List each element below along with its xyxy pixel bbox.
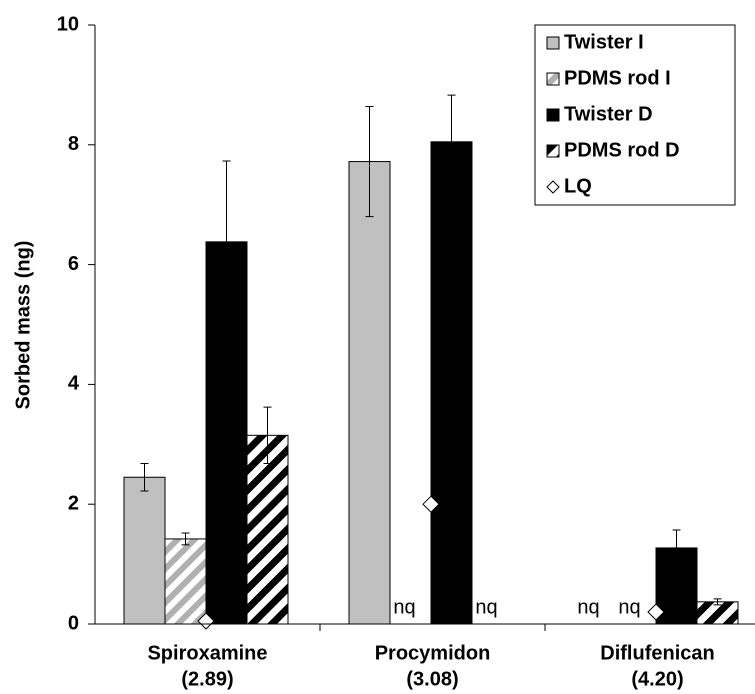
y-tick-label: 4 xyxy=(68,373,80,395)
value-label: nq xyxy=(577,596,599,618)
y-tick-label: 8 xyxy=(68,133,79,155)
lq-marker xyxy=(197,612,215,630)
lq-marker xyxy=(422,495,440,513)
x-tick-sublabel: (2.89) xyxy=(181,668,233,690)
x-tick-label: Diflufenican xyxy=(600,642,714,664)
error-bar xyxy=(672,529,681,567)
y-tick-label: 2 xyxy=(68,492,79,514)
legend-swatch xyxy=(546,36,560,50)
bar xyxy=(123,476,166,625)
legend-swatch xyxy=(546,72,560,86)
bar xyxy=(348,161,391,625)
error-bar xyxy=(140,462,149,492)
y-tick-label: 10 xyxy=(57,13,79,35)
bar xyxy=(430,141,473,625)
x-tick-sublabel: (4.20) xyxy=(631,668,683,690)
legend-label: PDMS rod I xyxy=(564,67,671,89)
value-label: nq xyxy=(475,596,497,618)
y-axis-label: Sorbed mass (ng) xyxy=(12,241,34,410)
bar xyxy=(164,538,207,625)
legend-swatch xyxy=(546,108,560,122)
y-tick-label: 0 xyxy=(68,612,79,634)
legend-label: LQ xyxy=(564,175,592,197)
error-bar xyxy=(447,94,456,190)
x-tick-label: Procymidon xyxy=(375,642,491,664)
lq-marker xyxy=(647,603,665,621)
x-tick-sublabel: (3.08) xyxy=(406,668,458,690)
legend-label: Twister I xyxy=(564,31,644,53)
legend-swatch xyxy=(546,144,560,158)
legend-label: Twister D xyxy=(564,103,653,125)
legend-swatch xyxy=(546,180,560,194)
error-bar xyxy=(263,406,272,464)
error-bar xyxy=(365,105,374,218)
error-bar xyxy=(181,532,190,546)
value-label: nq xyxy=(618,596,640,618)
y-tick-label: 6 xyxy=(68,253,79,275)
legend-box xyxy=(534,24,736,206)
error-bar xyxy=(222,160,231,324)
error-bar xyxy=(713,598,722,606)
legend-label: PDMS rod D xyxy=(564,139,680,161)
x-tick-label: Spiroxamine xyxy=(147,642,267,664)
value-label: nq xyxy=(393,596,415,618)
